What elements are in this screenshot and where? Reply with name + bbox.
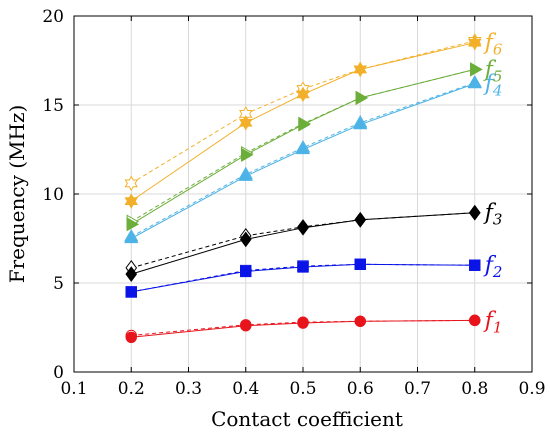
series-f2-point xyxy=(469,259,481,271)
series-f4-point xyxy=(238,168,253,181)
series-f1-point xyxy=(297,317,309,329)
series-f6-hollow-point xyxy=(124,175,138,192)
series-f1-point xyxy=(469,314,481,327)
series-f2-point xyxy=(240,265,252,278)
series-f4-dashed-line xyxy=(131,82,475,238)
series-label-sub: 4 xyxy=(492,82,503,100)
y-axis-title: Frequency (MHz) xyxy=(5,105,29,284)
series-f4-point xyxy=(353,116,368,130)
series-label-sub: 5 xyxy=(493,67,503,85)
series-f3-point xyxy=(354,211,367,228)
series-f5: f5 xyxy=(126,57,503,232)
series-f1-point xyxy=(240,320,252,332)
plot-frame xyxy=(73,15,533,373)
x-axis-title: Contact coefficient xyxy=(211,407,403,431)
y-tick-label: 5 xyxy=(53,274,64,294)
series-f3-point xyxy=(297,219,309,236)
x-tick-label: 0.5 xyxy=(289,379,316,399)
series-f3: f3 xyxy=(125,201,503,282)
series-f5-point xyxy=(298,117,311,132)
x-tick-label: 0.2 xyxy=(118,379,145,399)
y-tick-label: 0 xyxy=(53,363,64,383)
series-f3-label: f3 xyxy=(483,201,503,229)
series-f4-point xyxy=(124,230,139,244)
series-f5-point xyxy=(126,217,140,232)
series-f6-point xyxy=(239,115,253,131)
series-f5-point xyxy=(355,90,369,105)
series-f5-label: f5 xyxy=(483,57,503,85)
series-f6-point xyxy=(124,193,138,209)
series-f6-point xyxy=(468,34,482,51)
series-f4-point xyxy=(467,75,482,89)
series-f1-point xyxy=(125,331,137,343)
series-f1-label: f1 xyxy=(483,308,503,336)
series-f3-point xyxy=(125,266,138,282)
x-tick-label: 0.8 xyxy=(461,379,488,399)
series-f2-label: f2 xyxy=(483,253,503,281)
series-f6-point xyxy=(296,86,310,103)
series-f2-point xyxy=(297,261,309,273)
series-f3-point xyxy=(239,231,252,248)
series-label-sub: 3 xyxy=(493,211,503,229)
x-tick-label: 0.7 xyxy=(404,379,431,399)
x-tick-label: 0.4 xyxy=(232,379,259,399)
series-f6: f6 xyxy=(124,31,503,209)
series-f1-point xyxy=(354,315,366,327)
series-label-sub: 6 xyxy=(493,41,503,59)
series-label-sub: 1 xyxy=(493,318,503,336)
series-f3-point xyxy=(468,204,481,221)
series-f2-point xyxy=(354,258,366,271)
series-f4: f4 xyxy=(124,72,503,244)
series-f4-point xyxy=(295,141,311,155)
y-tick-label: 15 xyxy=(42,96,64,116)
x-tick-label: 0.9 xyxy=(518,379,545,399)
x-tick-label: 0.3 xyxy=(175,379,202,399)
series-f6-point xyxy=(353,61,367,78)
series-f2: f2 xyxy=(125,253,503,298)
series-f6-label: f6 xyxy=(483,31,503,59)
series-label-sub: 2 xyxy=(492,263,503,281)
x-tick-label: 0.1 xyxy=(60,379,87,399)
series-f1: f1 xyxy=(125,308,503,343)
series-f5-point xyxy=(241,147,254,162)
series-f5-point xyxy=(470,62,483,77)
series-f2-point xyxy=(125,286,137,298)
x-tick-label: 0.6 xyxy=(347,379,374,399)
y-tick-label: 10 xyxy=(42,185,64,205)
y-tick-label: 20 xyxy=(42,7,64,27)
